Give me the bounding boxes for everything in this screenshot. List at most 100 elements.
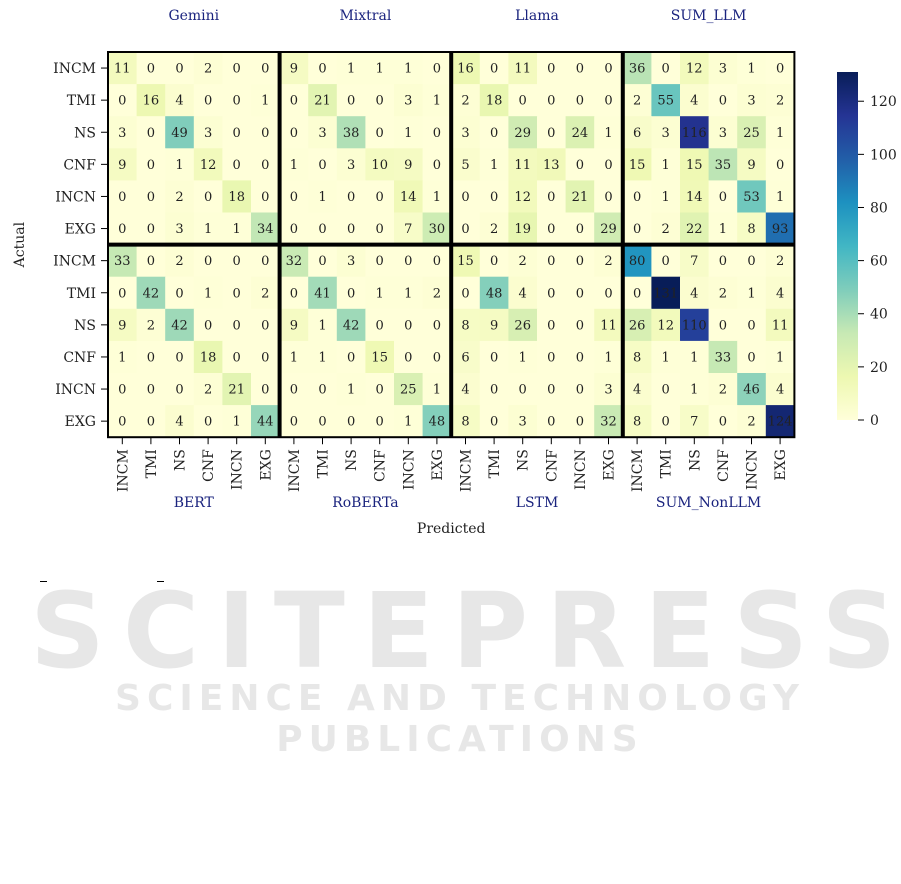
heatmap-cell — [765, 244, 795, 278]
heatmap-cell — [394, 148, 424, 181]
cell-value: 3 — [719, 126, 727, 141]
heatmap-cell — [508, 276, 538, 310]
heatmap-cell — [279, 276, 309, 310]
cell-value: 0 — [261, 158, 269, 173]
cell-value: 4 — [175, 94, 183, 109]
heatmap-cell — [422, 148, 452, 181]
cell-value: 0 — [433, 126, 441, 141]
y-tick-label: EXG — [65, 222, 96, 238]
heatmap-cell — [365, 212, 395, 246]
heatmap-cell — [451, 244, 481, 278]
heatmap-cell — [251, 116, 281, 149]
cell-value: 11 — [514, 158, 531, 173]
cell-value: 0 — [461, 222, 469, 237]
heatmap-cell — [508, 308, 538, 342]
heatmap-cell — [251, 276, 281, 310]
heatmap-cell — [651, 276, 681, 310]
cell-value: 1 — [747, 62, 755, 77]
cell-value: 0 — [318, 62, 326, 77]
heatmap-cell — [422, 373, 452, 406]
cell-value: 0 — [261, 318, 269, 333]
cell-value: 0 — [576, 415, 584, 430]
cell-value: 0 — [318, 158, 326, 173]
heatmap-cell — [451, 405, 481, 438]
heatmap-cell — [165, 180, 195, 213]
cell-value: 18 — [486, 94, 503, 109]
heatmap-cell — [594, 276, 624, 310]
cell-value: 0 — [204, 318, 212, 333]
heatmap-cell — [680, 52, 710, 85]
cell-value: 18 — [200, 350, 217, 365]
cell-value: 1 — [404, 415, 412, 430]
heatmap-cell — [251, 180, 281, 213]
heatmap-cell — [565, 276, 595, 310]
heatmap-cell — [765, 52, 795, 85]
cell-value: 0 — [547, 350, 555, 365]
cell-value: 15 — [629, 158, 646, 173]
cell-value: 35 — [715, 158, 732, 173]
x-tick-label: INCM — [287, 449, 303, 492]
heatmap-cell — [594, 212, 624, 246]
cell-value: 2 — [662, 222, 670, 237]
heatmap-cell — [451, 148, 481, 181]
heatmap-cell — [394, 308, 424, 342]
cell-value: 7 — [690, 254, 698, 269]
cell-value: 0 — [747, 254, 755, 269]
cell-value: 24 — [572, 126, 589, 141]
heatmap-cell — [708, 52, 738, 85]
x-tick-label: INCM — [115, 449, 131, 492]
heatmap-cell — [422, 308, 452, 342]
cell-value: 0 — [376, 222, 384, 237]
heatmap-cell — [422, 405, 452, 438]
heatmap-cell — [765, 148, 795, 181]
x-tick-label: NS — [516, 449, 532, 471]
cell-value: 0 — [433, 62, 441, 77]
cell-value: 26 — [629, 318, 646, 333]
cell-value: 0 — [175, 62, 183, 77]
cell-value: 9 — [404, 158, 412, 173]
cell-value: 0 — [175, 350, 183, 365]
cell-value: 0 — [604, 94, 612, 109]
cell-value: 2 — [490, 222, 498, 237]
x-tick-label: EXG — [773, 449, 789, 480]
cell-value: 5 — [461, 158, 469, 173]
cell-value: 46 — [743, 383, 760, 398]
heatmap-cell — [165, 84, 195, 117]
heatmap-cell — [193, 52, 223, 85]
heatmap-cell — [308, 212, 338, 246]
cell-value: 14 — [686, 190, 703, 205]
heatmap-cell — [394, 276, 424, 310]
colorbar-tick-label: 100 — [870, 147, 897, 163]
heatmap-cell — [508, 340, 538, 374]
cell-value: 0 — [233, 94, 241, 109]
cell-value: 33 — [114, 254, 131, 269]
cell-value: 2 — [633, 94, 641, 109]
cell-value: 116 — [682, 126, 707, 141]
cell-value: 0 — [433, 254, 441, 269]
y-tick-label: TMI — [67, 286, 96, 302]
cell-value: 0 — [290, 415, 298, 430]
cell-value: 0 — [490, 350, 498, 365]
cell-value: 0 — [347, 286, 355, 301]
cell-value: 2 — [261, 286, 269, 301]
cell-value: 1 — [290, 158, 298, 173]
cell-value: 49 — [171, 126, 188, 141]
cell-value: 1 — [261, 94, 269, 109]
cell-value: 1 — [490, 158, 498, 173]
cell-value: 18 — [228, 190, 245, 205]
cell-value: 1 — [662, 190, 670, 205]
colorbar-tick-label: 120 — [870, 94, 897, 110]
heatmap-cell — [651, 116, 681, 149]
heatmap-cell — [108, 340, 138, 374]
heatmap-cell — [165, 244, 195, 278]
heatmap-cell — [479, 180, 509, 213]
cell-value: 2 — [461, 94, 469, 109]
cell-value: 9 — [118, 318, 126, 333]
cell-value: 1 — [404, 126, 412, 141]
heatmap-cell — [594, 148, 624, 181]
heatmap-cell — [336, 308, 366, 342]
heatmap-cell — [508, 84, 538, 117]
heatmap-cell — [680, 340, 710, 374]
cell-value: 0 — [576, 318, 584, 333]
cell-value: 1 — [318, 190, 326, 205]
